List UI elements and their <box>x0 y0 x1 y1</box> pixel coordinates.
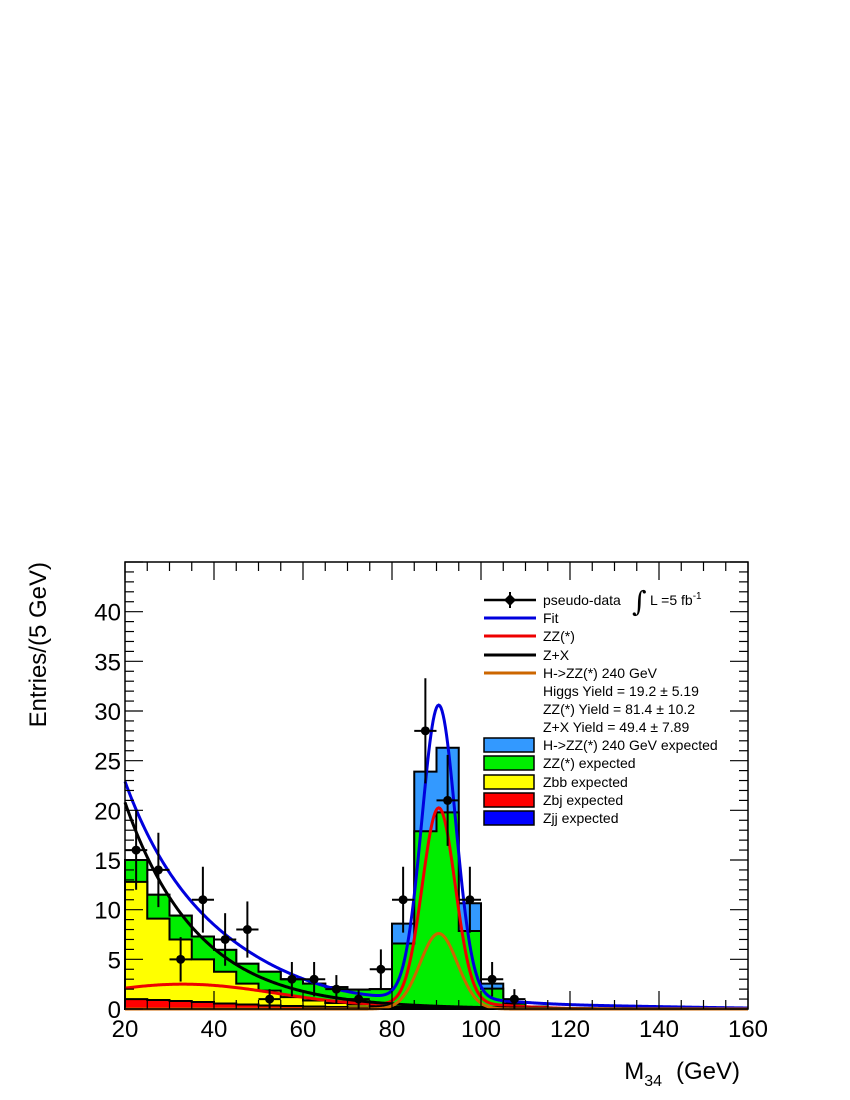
data-point <box>325 975 348 1004</box>
y-tick-label: 35 <box>94 649 121 676</box>
legend-luminosity-value: L =5 fb <box>650 592 693 608</box>
data-point-marker <box>354 994 364 1004</box>
y-tick-label: 15 <box>94 848 121 875</box>
data-point-marker <box>509 994 519 1004</box>
legend-luminosity-exponent: -1 <box>693 591 702 602</box>
x-tick-label: 140 <box>639 1016 679 1043</box>
data-point-marker <box>398 895 408 905</box>
y-axis-label: Entries/(5 GeV) <box>25 562 52 727</box>
data-point-marker <box>242 925 252 935</box>
x-tick-label: 40 <box>201 1016 228 1043</box>
data-point-marker <box>465 895 475 905</box>
legend-zbj-expected-label: Zbj expected <box>543 792 623 808</box>
data-point-marker <box>198 895 208 905</box>
legend: pseudo-data ∫ L =5 fb-1 Fit ZZ(*) Z+X H-… <box>483 585 718 826</box>
data-point <box>458 866 481 933</box>
legend-zbb-expected-label: Zbb expected <box>543 774 628 790</box>
data-point-marker <box>153 865 163 875</box>
data-point <box>236 901 259 958</box>
data-point-marker <box>309 974 319 984</box>
data-point-marker <box>376 964 386 974</box>
data-point <box>392 866 415 933</box>
data-point-marker <box>265 994 275 1004</box>
legend-h-expected-swatch <box>483 737 535 753</box>
legend-zz-label: ZZ(*) <box>543 628 575 644</box>
legend-zz-expected-label: ZZ(*) expected <box>543 755 636 771</box>
x-tick-label: 60 <box>290 1016 317 1043</box>
axis-tick-labels: 20 40 60 80 100 120 140 160 0 5 10 15 20 25 30 35 40 <box>94 600 768 1043</box>
legend-pseudo-data-label: pseudo-data <box>543 592 621 608</box>
data-point <box>369 949 392 990</box>
legend-yield-zx: Z+X Yield = 49.4 ± 7.89 <box>543 719 689 735</box>
y-tick-label: 10 <box>94 898 121 925</box>
data-point <box>503 989 526 1009</box>
data-point <box>414 678 437 784</box>
data-point-marker <box>220 934 230 944</box>
y-tick-label: 40 <box>94 600 121 627</box>
data-point <box>436 754 459 846</box>
x-tick-label: 120 <box>550 1016 590 1043</box>
data-point-marker <box>443 795 453 805</box>
y-tick-label: 20 <box>94 798 121 825</box>
data-point-marker <box>131 845 141 855</box>
data-point <box>258 989 281 1009</box>
y-tick-label: 30 <box>94 699 121 726</box>
legend-h-expected-label: H->ZZ(*) 240 GeV expected <box>543 737 718 753</box>
legend-zbj-expected-swatch <box>483 792 535 808</box>
legend-pseudo-data-marker <box>504 594 516 606</box>
axis-ticks <box>124 561 749 1010</box>
legend-zx-label: Z+X <box>543 647 570 663</box>
data-point-marker <box>331 984 341 994</box>
data-point <box>214 913 237 966</box>
x-axis-label-sub: 34 <box>644 1073 662 1090</box>
data-point-marker <box>176 954 186 964</box>
x-tick-label: 100 <box>461 1016 501 1043</box>
legend-integral-symbol: ∫ <box>632 585 647 618</box>
x-tick-label: 20 <box>112 1016 139 1043</box>
legend-luminosity: L =5 fb-1 <box>650 591 702 608</box>
x-axis-label-main: M <box>624 1058 644 1085</box>
data-point <box>280 961 303 997</box>
x-axis-label-unit: (GeV) <box>676 1058 740 1085</box>
legend-fit-label: Fit <box>543 610 559 626</box>
y-tick-label: 0 <box>108 997 121 1024</box>
data-point <box>347 989 370 1009</box>
data-point <box>169 937 192 982</box>
x-axis-label: M34 (GeV) <box>624 1058 740 1090</box>
data-point-marker <box>287 974 297 984</box>
x-tick-label: 80 <box>379 1016 406 1043</box>
data-point <box>147 832 170 908</box>
data-point-marker <box>420 726 430 736</box>
legend-zbb-expected-swatch <box>483 774 535 790</box>
legend-higgs-label: H->ZZ(*) 240 GeV <box>543 665 658 681</box>
data-point-marker <box>487 974 497 984</box>
legend-zz-expected-swatch <box>483 755 535 771</box>
legend-yield-higgs: Higgs Yield = 19.2 ± 5.19 <box>543 683 699 699</box>
legend-zjj-expected-label: Zjj expected <box>543 810 618 826</box>
legend-yield-zz: ZZ(*) Yield = 81.4 ± 10.2 <box>543 701 695 717</box>
data-point <box>303 961 326 997</box>
y-tick-label: 25 <box>94 749 121 776</box>
data-point <box>481 961 504 997</box>
data-point <box>191 866 214 933</box>
y-tick-label: 5 <box>108 947 121 974</box>
x-tick-label: 160 <box>728 1016 768 1043</box>
legend-zjj-expected-swatch <box>483 810 535 826</box>
